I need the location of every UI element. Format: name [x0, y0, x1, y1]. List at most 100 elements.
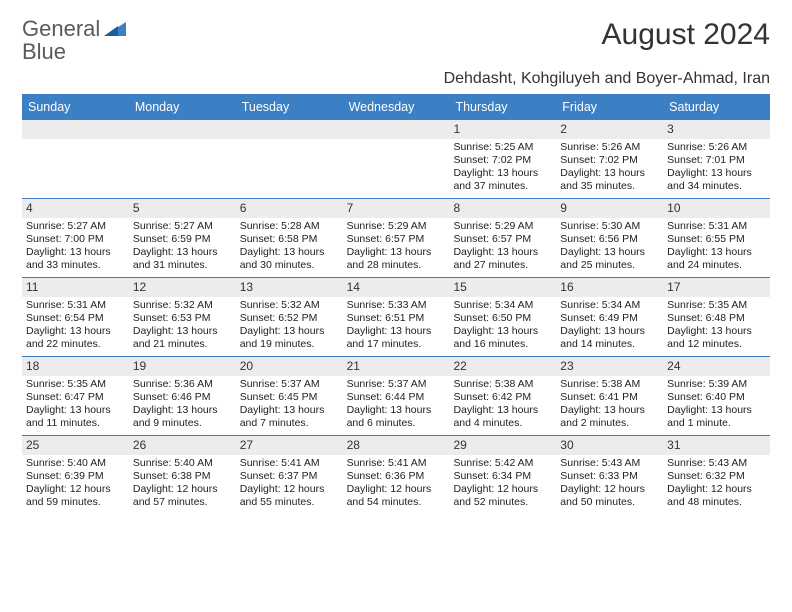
day-number: 14: [343, 278, 450, 297]
sunrise-label: Sunrise: 5:38 AM: [453, 378, 552, 391]
day-cell: 25Sunrise: 5:40 AMSunset: 6:39 PMDayligh…: [22, 436, 129, 514]
day-cell: 10Sunrise: 5:31 AMSunset: 6:55 PMDayligh…: [663, 199, 770, 277]
sunset-label: Sunset: 6:57 PM: [453, 233, 552, 246]
day-number: 21: [343, 357, 450, 376]
calendar-week: 25Sunrise: 5:40 AMSunset: 6:39 PMDayligh…: [22, 435, 770, 514]
page-title: August 2024: [602, 18, 770, 51]
daylight-label: Daylight: 13 hours and 33 minutes.: [26, 246, 125, 272]
weekday-label: Sunday: [22, 94, 129, 120]
sunrise-label: Sunrise: 5:27 AM: [133, 220, 232, 233]
sunset-label: Sunset: 6:39 PM: [26, 470, 125, 483]
day-cell: 9Sunrise: 5:30 AMSunset: 6:56 PMDaylight…: [556, 199, 663, 277]
sunrise-label: Sunrise: 5:43 AM: [560, 457, 659, 470]
triangle-icon: [104, 20, 126, 43]
day-number: 27: [236, 436, 343, 455]
day-cell: 19Sunrise: 5:36 AMSunset: 6:46 PMDayligh…: [129, 357, 236, 435]
day-number: 1: [449, 120, 556, 139]
sunset-label: Sunset: 6:34 PM: [453, 470, 552, 483]
day-number: 4: [22, 199, 129, 218]
sunrise-label: Sunrise: 5:26 AM: [667, 141, 766, 154]
sunset-label: Sunset: 6:57 PM: [347, 233, 446, 246]
sunset-label: Sunset: 6:48 PM: [667, 312, 766, 325]
calendar-week: 1Sunrise: 5:25 AMSunset: 7:02 PMDaylight…: [22, 120, 770, 198]
day-number: [129, 120, 236, 139]
sunrise-label: Sunrise: 5:40 AM: [133, 457, 232, 470]
day-number: 24: [663, 357, 770, 376]
weekday-label: Saturday: [663, 94, 770, 120]
sunset-label: Sunset: 6:45 PM: [240, 391, 339, 404]
sunset-label: Sunset: 6:59 PM: [133, 233, 232, 246]
day-number: [22, 120, 129, 139]
sunrise-label: Sunrise: 5:42 AM: [453, 457, 552, 470]
day-cell: [22, 120, 129, 198]
daylight-label: Daylight: 13 hours and 11 minutes.: [26, 404, 125, 430]
daylight-label: Daylight: 13 hours and 12 minutes.: [667, 325, 766, 351]
day-number: 7: [343, 199, 450, 218]
sunrise-label: Sunrise: 5:31 AM: [26, 299, 125, 312]
sunset-label: Sunset: 6:53 PM: [133, 312, 232, 325]
daylight-label: Daylight: 12 hours and 50 minutes.: [560, 483, 659, 509]
day-cell: 2Sunrise: 5:26 AMSunset: 7:02 PMDaylight…: [556, 120, 663, 198]
day-number: 13: [236, 278, 343, 297]
sunrise-label: Sunrise: 5:26 AM: [560, 141, 659, 154]
day-number: 9: [556, 199, 663, 218]
day-cell: 23Sunrise: 5:38 AMSunset: 6:41 PMDayligh…: [556, 357, 663, 435]
day-cell: 8Sunrise: 5:29 AMSunset: 6:57 PMDaylight…: [449, 199, 556, 277]
day-number: 6: [236, 199, 343, 218]
day-number: 15: [449, 278, 556, 297]
sunrise-label: Sunrise: 5:40 AM: [26, 457, 125, 470]
logo-text-1: General: [22, 16, 100, 41]
daylight-label: Daylight: 13 hours and 17 minutes.: [347, 325, 446, 351]
daylight-label: Daylight: 13 hours and 31 minutes.: [133, 246, 232, 272]
day-cell: 24Sunrise: 5:39 AMSunset: 6:40 PMDayligh…: [663, 357, 770, 435]
calendar-week: 18Sunrise: 5:35 AMSunset: 6:47 PMDayligh…: [22, 356, 770, 435]
sunset-label: Sunset: 6:37 PM: [240, 470, 339, 483]
sunrise-label: Sunrise: 5:43 AM: [667, 457, 766, 470]
daylight-label: Daylight: 12 hours and 48 minutes.: [667, 483, 766, 509]
sunset-label: Sunset: 6:36 PM: [347, 470, 446, 483]
day-number: 5: [129, 199, 236, 218]
day-cell: 22Sunrise: 5:38 AMSunset: 6:42 PMDayligh…: [449, 357, 556, 435]
daylight-label: Daylight: 13 hours and 2 minutes.: [560, 404, 659, 430]
daylight-label: Daylight: 13 hours and 28 minutes.: [347, 246, 446, 272]
day-cell: [343, 120, 450, 198]
daylight-label: Daylight: 13 hours and 27 minutes.: [453, 246, 552, 272]
sunrise-label: Sunrise: 5:34 AM: [560, 299, 659, 312]
sunrise-label: Sunrise: 5:28 AM: [240, 220, 339, 233]
day-cell: 6Sunrise: 5:28 AMSunset: 6:58 PMDaylight…: [236, 199, 343, 277]
weekday-header-row: SundayMondayTuesdayWednesdayThursdayFrid…: [22, 94, 770, 120]
day-cell: 7Sunrise: 5:29 AMSunset: 6:57 PMDaylight…: [343, 199, 450, 277]
day-number: 22: [449, 357, 556, 376]
daylight-label: Daylight: 13 hours and 25 minutes.: [560, 246, 659, 272]
day-cell: 30Sunrise: 5:43 AMSunset: 6:33 PMDayligh…: [556, 436, 663, 514]
day-cell: [236, 120, 343, 198]
sunset-label: Sunset: 6:38 PM: [133, 470, 232, 483]
sunrise-label: Sunrise: 5:37 AM: [240, 378, 339, 391]
sunrise-label: Sunrise: 5:41 AM: [240, 457, 339, 470]
day-number: 18: [22, 357, 129, 376]
sunrise-label: Sunrise: 5:32 AM: [240, 299, 339, 312]
daylight-label: Daylight: 13 hours and 35 minutes.: [560, 167, 659, 193]
daylight-label: Daylight: 12 hours and 59 minutes.: [26, 483, 125, 509]
day-number: 17: [663, 278, 770, 297]
sunset-label: Sunset: 7:02 PM: [560, 154, 659, 167]
weekday-label: Friday: [556, 94, 663, 120]
day-number: 3: [663, 120, 770, 139]
sunrise-label: Sunrise: 5:32 AM: [133, 299, 232, 312]
sunset-label: Sunset: 6:56 PM: [560, 233, 659, 246]
sunset-label: Sunset: 6:55 PM: [667, 233, 766, 246]
day-cell: [129, 120, 236, 198]
daylight-label: Daylight: 12 hours and 54 minutes.: [347, 483, 446, 509]
daylight-label: Daylight: 12 hours and 52 minutes.: [453, 483, 552, 509]
day-number: [343, 120, 450, 139]
daylight-label: Daylight: 12 hours and 55 minutes.: [240, 483, 339, 509]
day-number: [236, 120, 343, 139]
daylight-label: Daylight: 13 hours and 7 minutes.: [240, 404, 339, 430]
sunset-label: Sunset: 6:44 PM: [347, 391, 446, 404]
sunrise-label: Sunrise: 5:37 AM: [347, 378, 446, 391]
sunrise-label: Sunrise: 5:39 AM: [667, 378, 766, 391]
sunrise-label: Sunrise: 5:36 AM: [133, 378, 232, 391]
day-number: 20: [236, 357, 343, 376]
day-cell: 26Sunrise: 5:40 AMSunset: 6:38 PMDayligh…: [129, 436, 236, 514]
sunset-label: Sunset: 6:42 PM: [453, 391, 552, 404]
